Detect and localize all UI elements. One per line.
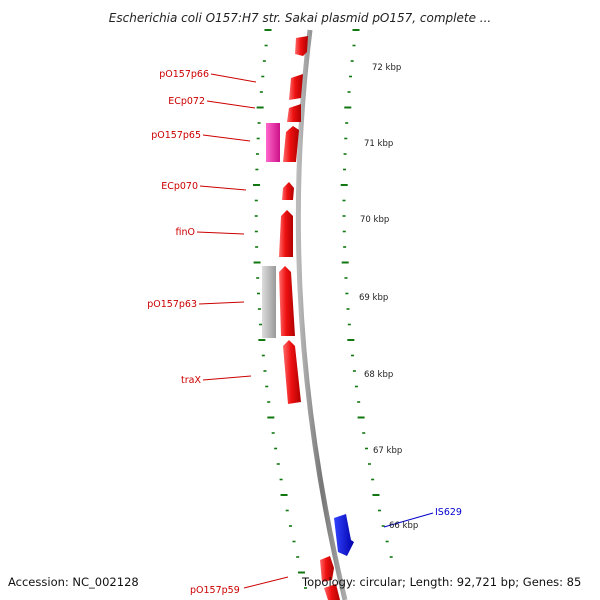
accession-text: Accession: NC_002128	[8, 575, 139, 589]
gene-label[interactable]: traX	[181, 375, 201, 386]
gene-arrow	[283, 126, 299, 162]
topology-summary: Topology: circular; Length: 92,721 bp; G…	[301, 575, 581, 589]
scale-label: 69 kbp	[359, 293, 388, 303]
gene-label[interactable]: pO157p65	[151, 130, 201, 141]
gene-arrow	[324, 584, 340, 600]
gene-label[interactable]: pO157p59	[190, 585, 240, 596]
gene-arrow	[295, 36, 308, 56]
scale-labels: 72 kbp 71 kbp 70 kbp 69 kbp 68 kbp 67 kb…	[359, 63, 418, 531]
gene-label[interactable]: pO157p63	[147, 299, 197, 310]
scale-label: 68 kbp	[364, 370, 393, 380]
scale-label: 70 kbp	[360, 215, 389, 225]
gene-label[interactable]: pO157p66	[159, 69, 209, 80]
gray-feature	[262, 266, 276, 338]
scale-label: 72 kbp	[372, 63, 401, 73]
scale-label: 66 kbp	[389, 521, 418, 531]
gene-arrow	[279, 210, 293, 257]
gene-label[interactable]: IS629	[435, 507, 462, 518]
gene-arrow	[279, 266, 295, 336]
gene-label[interactable]: finO	[176, 227, 195, 238]
pink-feature	[266, 123, 280, 162]
gene-arrow	[283, 340, 301, 404]
gene-label[interactable]: ECp072	[168, 96, 205, 107]
tick-rings	[252, 29, 393, 589]
gene-label[interactable]: ECp070	[161, 181, 198, 192]
gene-arrow	[289, 74, 303, 100]
gene-arrow	[320, 556, 334, 582]
map-title: Escherichia coli O157:H7 str. Sakai plas…	[109, 11, 491, 25]
gene-arrow	[282, 182, 294, 200]
scale-label: 67 kbp	[373, 446, 402, 456]
mobile-element-is629	[334, 514, 354, 556]
backbone-arc	[295, 29, 348, 600]
scale-label: 71 kbp	[364, 139, 393, 149]
gene-arrow	[287, 104, 301, 122]
gene-features	[262, 36, 354, 600]
gene-labels: pO157p66 ECp072 pO157p65 ECp070 finO pO1…	[147, 69, 462, 596]
